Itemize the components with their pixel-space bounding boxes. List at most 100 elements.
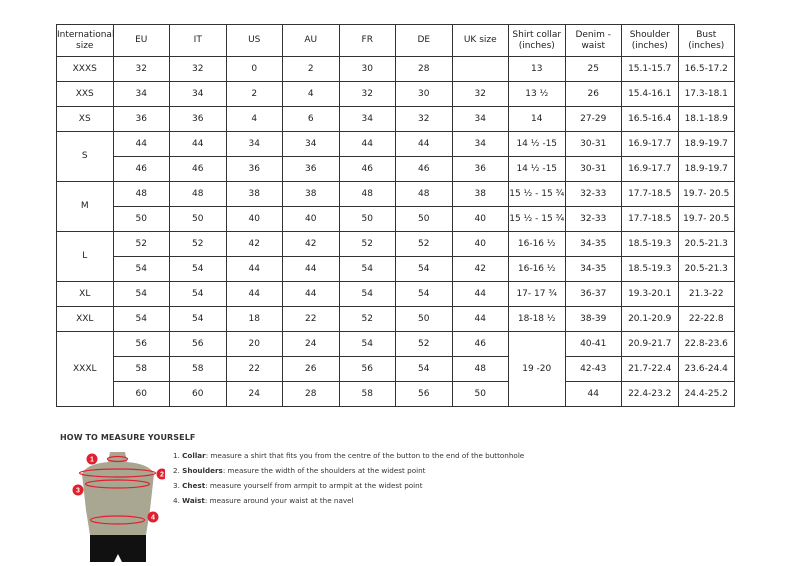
table-cell: 60 <box>169 381 227 407</box>
table-cell: 13 ½ <box>508 81 566 107</box>
table-cell: 24 <box>225 381 283 407</box>
table-cell: 34-35 <box>564 231 622 257</box>
marker-1: 1 <box>90 457 94 464</box>
table-cell: 34 <box>282 131 340 157</box>
table-row: M 48 48 38 38 48 48 38 15 ½ - 15 ¾ 32-33 17.7-18.5… <box>56 181 735 232</box>
international-size-cell: XXXL <box>56 331 114 407</box>
table-cell: 58 <box>169 356 227 382</box>
table-cell: 46 <box>451 331 509 357</box>
table-cell: 52 <box>338 306 396 332</box>
table-cell: 48 <box>169 181 227 207</box>
table-cell: 48 <box>395 181 453 207</box>
table-row: 46 46 36 36 46 46 36 14 ½ -15 30-31 16.9-17.7 18.9… <box>57 156 735 182</box>
column-header: Bust (inches) <box>677 24 735 57</box>
table-cell: 6 <box>282 106 340 132</box>
table-cell: 36 <box>112 106 170 132</box>
table-cell: 32 <box>169 56 227 82</box>
table-cell: 44 <box>112 131 170 157</box>
table-cell: 44 <box>451 281 509 307</box>
table-cell: 27-29 <box>564 106 622 132</box>
table-cell: 52 <box>395 331 453 357</box>
table-cell: 19.3-20.1 <box>621 281 679 307</box>
table-cell: 4 <box>225 106 283 132</box>
table-cell: 36 <box>451 156 509 182</box>
table-cell: 19.7- 20.5 <box>677 206 735 232</box>
table-cell: 56 <box>395 381 453 407</box>
marker-2: 2 <box>160 472 164 479</box>
table-cell: 17.7-18.5 <box>621 206 679 232</box>
table-cell: 50 <box>451 381 509 407</box>
table-row: L 52 52 42 42 52 52 40 16-16 ½ 34-35 18.5-19.3 20.5… <box>56 231 735 282</box>
table-cell: 34 <box>112 81 170 107</box>
table-cell: 19.7- 20.5 <box>677 181 735 207</box>
table-cell: 16-16 ½ <box>508 256 566 282</box>
table-cell: 20.5-21.3 <box>677 256 735 282</box>
table-cell: 38 <box>451 181 509 207</box>
table-cell: 54 <box>169 281 227 307</box>
table-cell: 54 <box>112 256 170 282</box>
table-cell: 46 <box>338 156 396 182</box>
table-cell: 2 <box>225 81 283 107</box>
column-header: Shirt collar (inches) <box>508 24 566 57</box>
table-cell: 24 <box>282 331 340 357</box>
table-cell: 32 <box>112 56 170 82</box>
table-row: 58 58 22 26 56 54 48 42-43 21.7-22.4 23.6-24.4 <box>57 356 735 382</box>
table-cell: 15.1-15.7 <box>621 56 679 82</box>
table-cell: 34-35 <box>564 256 622 282</box>
table-cell: 26 <box>564 81 622 107</box>
table-row: S 44 44 34 34 44 44 34 14 ½ -15 30-31 16.9-17.7 18.… <box>56 131 735 182</box>
table-cell: 50 <box>112 206 170 232</box>
table-cell: 44 <box>338 131 396 157</box>
table-cell: 52 <box>395 231 453 257</box>
table-cell: 50 <box>395 306 453 332</box>
international-size-cell: M <box>56 181 114 232</box>
table-cell: 34 <box>225 131 283 157</box>
table-cell: 54 <box>169 306 227 332</box>
table-cell: 44 <box>451 306 509 332</box>
table-cell: 32-33 <box>564 181 622 207</box>
table-cell: 18.5-19.3 <box>621 231 679 257</box>
table-cell: 13 <box>508 56 566 82</box>
column-header: International size <box>56 24 114 57</box>
international-size-cell: XXS <box>56 81 114 107</box>
table-cell: 20 <box>225 331 283 357</box>
table-cell: 4 <box>282 81 340 107</box>
table-cell: 52 <box>169 231 227 257</box>
table-cell: 48 <box>112 181 170 207</box>
table-cell: 2 <box>282 56 340 82</box>
torso-measure-diagram: 1 2 3 4 <box>72 452 165 562</box>
table-cell: 14 ½ -15 <box>508 131 566 157</box>
column-header: FR <box>338 24 396 57</box>
table-cell: 54 <box>395 256 453 282</box>
table-cell: 16.9-17.7 <box>621 156 679 182</box>
table-cell: 40 <box>225 206 283 232</box>
table-cell: 38 <box>225 181 283 207</box>
marker-4: 4 <box>151 515 155 522</box>
table-cell: 15 ½ - 15 ¾ <box>508 206 566 232</box>
table-row: 60 60 24 28 58 56 50 44 22.4-23.2 24.4-25.2 <box>57 381 735 407</box>
table-cell: 46 <box>112 156 170 182</box>
table-cell: 22 <box>282 306 340 332</box>
table-cell: 44 <box>282 256 340 282</box>
table-cell: 36 <box>282 156 340 182</box>
table-cell: 36 <box>225 156 283 182</box>
table-cell: 22.8-23.6 <box>677 331 735 357</box>
table-cell: 42 <box>282 231 340 257</box>
table-cell: 24.4-25.2 <box>677 381 735 407</box>
table-cell: 36-37 <box>564 281 622 307</box>
table-row: XXL 54 54 18 22 52 50 44 18-18 ½ 38-39 20.1-20.9 22… <box>56 306 735 332</box>
table-cell: 30-31 <box>564 131 622 157</box>
table-cell: 30 <box>395 81 453 107</box>
column-header: Denim - waist <box>564 24 622 57</box>
table-cell: 18 <box>225 306 283 332</box>
table-cell: 32 <box>395 106 453 132</box>
column-header: DE <box>395 24 453 57</box>
table-cell: 56 <box>169 331 227 357</box>
table-cell: 34 <box>338 106 396 132</box>
table-cell: 22.4-23.2 <box>621 381 679 407</box>
international-size-cell: XS <box>56 106 114 132</box>
table-row: XXXS 32 32 0 2 30 28 13 25 15.1-15.7 16.5-17.2 <box>56 56 735 82</box>
table-cell: 18.1-18.9 <box>677 106 735 132</box>
table-cell: 40 <box>282 206 340 232</box>
table-cell: 19 -20 <box>508 331 566 407</box>
